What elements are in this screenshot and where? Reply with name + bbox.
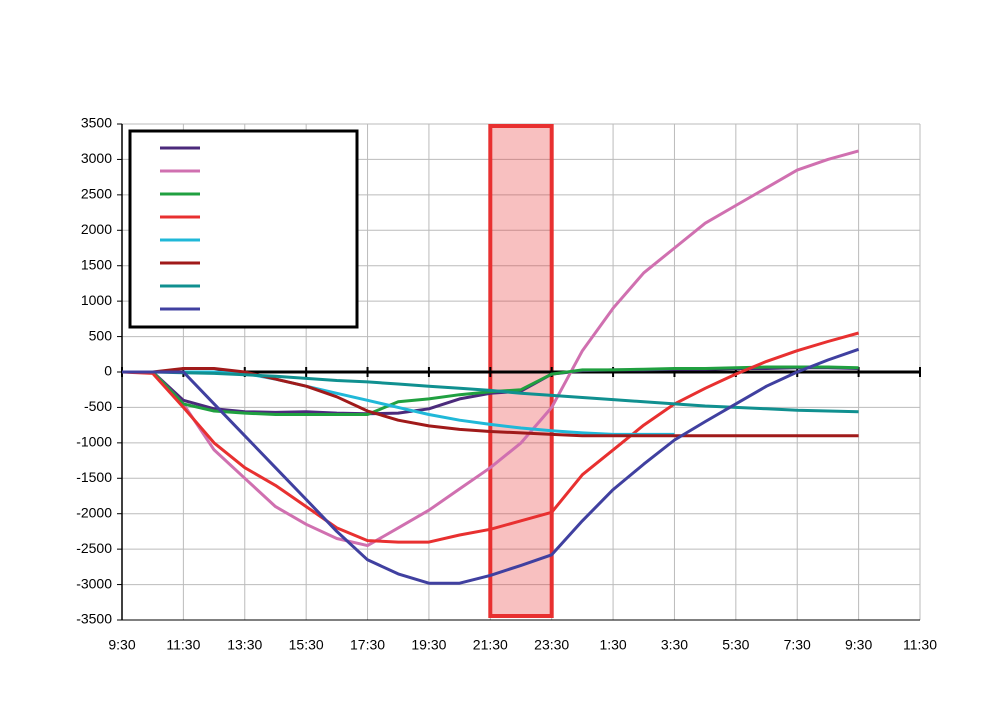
series-line xyxy=(122,149,860,548)
y-tick-label: 1500 xyxy=(81,256,112,272)
y-tick-label: 500 xyxy=(89,327,113,343)
series-line xyxy=(122,367,859,438)
x-tick-label: 9:30 xyxy=(845,637,872,653)
y-tick-label: 2000 xyxy=(81,221,112,237)
y-tick-label: 2500 xyxy=(81,186,112,202)
y-tick-label: -3500 xyxy=(76,611,112,627)
y-tick-label: 3500 xyxy=(81,115,112,131)
y-tick-label: -1000 xyxy=(76,434,112,450)
x-tick-label: 7:30 xyxy=(784,637,811,653)
y-tick-label: -3000 xyxy=(76,575,112,591)
x-tick-label: 11:30 xyxy=(903,637,937,653)
series-line xyxy=(121,331,860,544)
x-tick-label: 5:30 xyxy=(722,637,749,653)
x-tick-label: 3:30 xyxy=(661,637,688,653)
y-tick-label: -1500 xyxy=(76,469,112,485)
y-tick-label: 1000 xyxy=(81,292,112,308)
y-tick-label: -2000 xyxy=(76,504,112,520)
series-line xyxy=(122,370,859,414)
legend-box xyxy=(128,129,359,329)
y-tick-label: 3000 xyxy=(81,150,112,166)
x-tick-label: 19:30 xyxy=(411,637,446,653)
series-line xyxy=(122,347,860,585)
x-tick-label: 1:30 xyxy=(599,637,626,653)
x-tick-label: 13:30 xyxy=(227,637,262,653)
y-tick-label: -500 xyxy=(84,398,112,414)
x-tick-label: 23:30 xyxy=(534,637,569,653)
y-tick-label: -2500 xyxy=(76,540,112,556)
y-tick-label: 0 xyxy=(104,363,112,379)
x-tick-label: 15:30 xyxy=(289,637,324,653)
x-tick-label: 17:30 xyxy=(350,637,385,653)
x-tick-label: 9:30 xyxy=(108,637,135,653)
x-tick-label: 21:30 xyxy=(473,637,508,653)
x-tick-label: 11:30 xyxy=(166,637,200,653)
